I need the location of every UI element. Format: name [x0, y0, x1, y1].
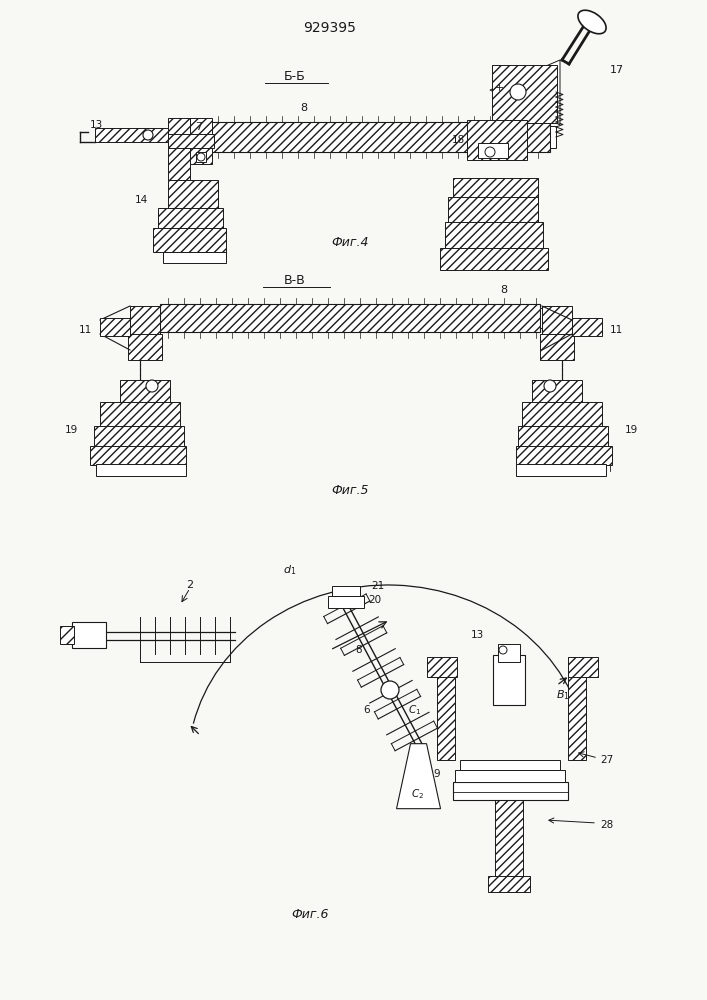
Bar [492, 65, 557, 123]
Bar [498, 644, 520, 662]
Bar [168, 180, 218, 210]
Text: 14: 14 [135, 195, 148, 205]
Bar [100, 402, 180, 428]
Bar [550, 126, 556, 148]
Bar [153, 228, 226, 252]
Bar [453, 782, 568, 800]
Ellipse shape [578, 10, 606, 34]
Bar [467, 120, 527, 160]
Bar [120, 380, 170, 404]
Bar [460, 760, 560, 770]
Polygon shape [397, 744, 440, 809]
Text: 13: 13 [90, 120, 103, 130]
Text: 20: 20 [368, 595, 382, 605]
Text: 6: 6 [363, 705, 370, 715]
Text: Фиг.5: Фиг.5 [332, 484, 369, 496]
Bar [568, 675, 586, 760]
Text: $C_1$: $C_1$ [408, 703, 421, 717]
Text: Б-Б: Б-Б [284, 70, 306, 83]
Bar [495, 800, 523, 880]
Text: 19: 19 [625, 425, 638, 435]
Bar [437, 675, 455, 760]
Text: 11: 11 [78, 325, 92, 335]
Bar [568, 657, 598, 677]
Bar [540, 334, 574, 360]
Bar [196, 152, 206, 162]
Text: 28: 28 [600, 820, 613, 830]
Text: 9: 9 [433, 769, 440, 779]
Circle shape [381, 681, 399, 699]
Bar [154, 308, 160, 328]
Bar [455, 770, 565, 782]
Circle shape [510, 84, 526, 100]
Bar [427, 657, 457, 677]
Bar [96, 464, 186, 476]
Bar [572, 318, 602, 336]
Text: 21: 21 [371, 581, 385, 591]
Bar [542, 306, 572, 354]
Bar [518, 426, 608, 448]
Bar [328, 596, 364, 608]
Bar [440, 248, 548, 270]
Bar [204, 126, 210, 148]
Text: Фиг.4: Фиг.4 [332, 235, 369, 248]
Bar [72, 622, 106, 648]
Bar [488, 876, 530, 892]
Text: 13: 13 [471, 630, 484, 640]
Text: 8: 8 [356, 645, 362, 655]
Bar [158, 208, 223, 230]
Text: $B_1$: $B_1$ [556, 688, 570, 702]
Circle shape [146, 380, 158, 392]
Circle shape [197, 153, 205, 161]
Polygon shape [490, 60, 560, 125]
Bar [128, 334, 162, 360]
Text: 8: 8 [500, 285, 507, 295]
Bar [163, 252, 226, 263]
Bar [90, 446, 186, 465]
Bar [478, 143, 508, 158]
Bar [168, 134, 214, 148]
Bar [210, 122, 550, 152]
Circle shape [499, 646, 507, 654]
Bar [130, 306, 160, 354]
Bar [516, 446, 612, 465]
Text: 18: 18 [452, 135, 465, 145]
Bar [332, 586, 361, 596]
Text: 17: 17 [610, 65, 624, 75]
Text: В-В: В-В [284, 273, 306, 286]
Text: $C_2$: $C_2$ [411, 787, 423, 801]
Bar [94, 426, 184, 448]
Bar [516, 464, 606, 476]
Circle shape [143, 130, 153, 140]
Text: 11: 11 [610, 325, 624, 335]
Bar [60, 626, 74, 644]
Bar [160, 304, 540, 332]
Bar [190, 118, 212, 164]
Bar [448, 197, 538, 225]
Bar [453, 178, 538, 200]
Bar [168, 118, 190, 180]
Bar [445, 222, 543, 250]
Text: 7: 7 [195, 122, 202, 132]
Text: $d_1$: $d_1$ [284, 563, 297, 577]
Text: 19: 19 [65, 425, 78, 435]
Bar [95, 128, 168, 142]
Circle shape [485, 147, 495, 157]
Text: 27: 27 [600, 755, 613, 765]
Bar [540, 308, 546, 328]
Circle shape [544, 380, 556, 392]
Bar [100, 318, 130, 336]
Bar [532, 380, 582, 404]
Bar [493, 655, 525, 705]
Text: 8: 8 [300, 103, 307, 113]
Text: 2: 2 [187, 580, 194, 590]
Bar [522, 402, 602, 428]
Text: Фиг.6: Фиг.6 [291, 908, 329, 922]
Text: 929395: 929395 [303, 21, 356, 35]
